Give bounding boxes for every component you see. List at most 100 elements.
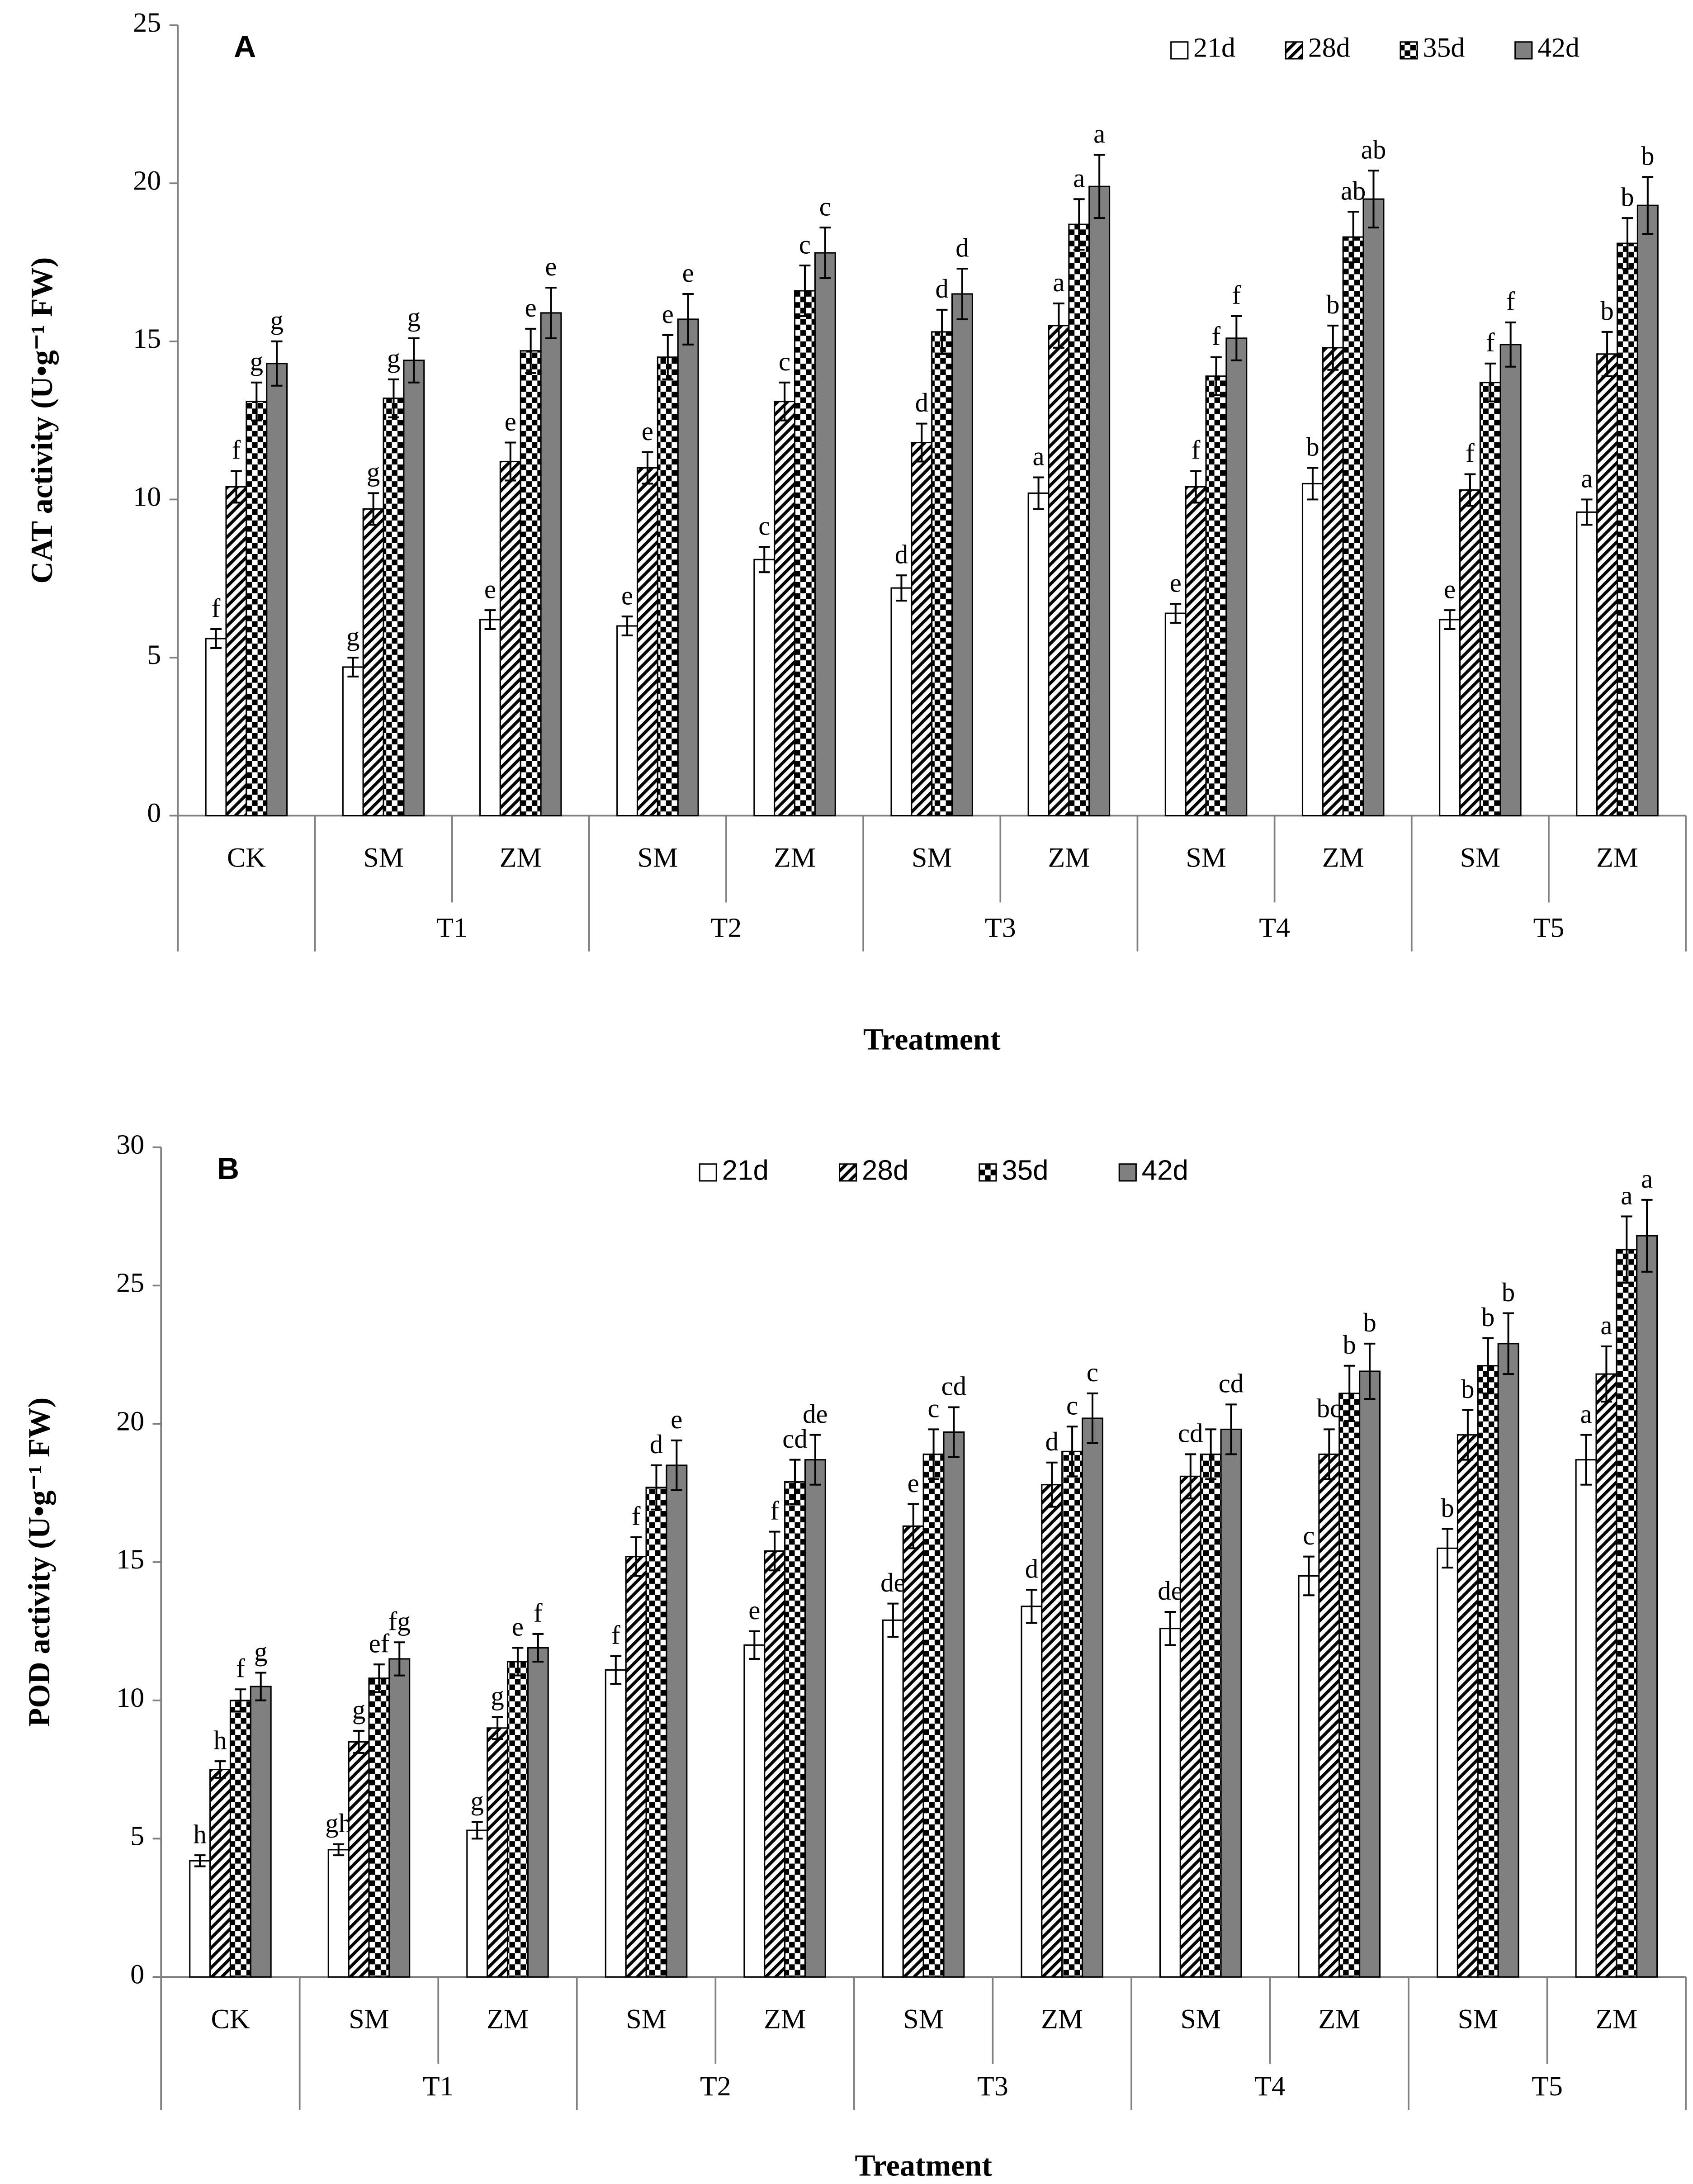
y-axis-title: POD activity (U•g⁻¹ FW)	[22, 1398, 56, 1727]
x-tick-label: SM	[638, 843, 678, 873]
significance-letter: b	[1306, 432, 1319, 462]
panel-label: A	[234, 29, 256, 64]
legend-label: 28d	[1308, 33, 1350, 63]
panel-label: B	[217, 1151, 239, 1186]
error-bar	[374, 1663, 385, 1693]
bar	[1179, 1475, 1201, 1978]
group-label: T5	[1532, 2071, 1563, 2102]
error-bar	[1190, 470, 1201, 504]
error-bar	[887, 1602, 899, 1638]
x-tick-label: SM	[349, 2004, 389, 2034]
significance-letter: b	[1441, 1493, 1454, 1523]
bar	[1088, 185, 1111, 817]
error-bar	[916, 422, 927, 463]
error-bar	[545, 286, 557, 339]
error-bar	[610, 1655, 622, 1685]
bar	[657, 356, 679, 817]
error-bar	[809, 1434, 821, 1486]
error-bar	[956, 268, 968, 320]
significance-letter: a	[1033, 442, 1045, 471]
error-bar	[525, 327, 537, 374]
group-label: T5	[1533, 912, 1565, 943]
bar	[666, 1464, 688, 1978]
y-tick-label: 15	[133, 323, 161, 354]
significance-letter: e	[545, 252, 557, 281]
x-tick-label: ZM	[500, 843, 542, 873]
error-bar	[1641, 1199, 1653, 1273]
bar	[229, 1700, 251, 1978]
bar	[1220, 1428, 1242, 1978]
significance-letter: d	[1045, 1427, 1059, 1456]
significance-letter: e	[908, 1469, 919, 1498]
error-bar	[642, 451, 653, 485]
significance-letter: cd	[1178, 1419, 1203, 1448]
error-bar	[1303, 1555, 1315, 1597]
error-bar	[210, 628, 222, 649]
bar	[487, 1727, 509, 1978]
significance-letter: ab	[1361, 135, 1386, 165]
error-bar	[1046, 1461, 1058, 1508]
significance-letter: gh	[325, 1809, 352, 1838]
significance-letter: d	[955, 233, 969, 262]
significance-letter: e	[505, 407, 516, 436]
significance-letter: a	[1581, 464, 1593, 493]
error-bar	[1343, 1364, 1355, 1422]
bar	[1616, 1249, 1638, 1978]
significance-letter: e	[621, 581, 633, 610]
significance-letter: a	[1073, 163, 1085, 193]
bar	[1596, 353, 1618, 817]
x-tick-label: ZM	[764, 2004, 806, 2034]
significance-letter: e	[662, 299, 674, 329]
significance-letter: f	[1232, 280, 1241, 310]
bar	[951, 293, 973, 817]
y-tick-label: 0	[130, 1959, 144, 1990]
error-bar	[948, 1406, 960, 1458]
bar	[342, 666, 364, 817]
significance-letter: b	[1326, 290, 1339, 319]
bar	[1439, 619, 1461, 817]
error-bar	[630, 1536, 642, 1577]
bar	[1298, 1575, 1320, 1978]
bar	[931, 331, 953, 817]
bar	[266, 363, 288, 817]
significance-letter: d	[650, 1430, 663, 1459]
y-tick-label: 5	[147, 640, 161, 670]
bar	[902, 1525, 924, 1978]
x-tick-label: CK	[227, 843, 266, 873]
significance-letter: b	[1502, 1278, 1515, 1307]
error-bar	[235, 1688, 246, 1713]
bar	[403, 360, 425, 817]
bar	[1205, 375, 1227, 817]
x-tick-label: ZM	[1041, 2004, 1083, 2034]
x-tick-label: SM	[363, 843, 403, 873]
bar	[1595, 1373, 1617, 1978]
y-tick-label: 0	[147, 798, 161, 829]
error-bar	[1442, 1528, 1453, 1569]
bar	[636, 467, 658, 817]
y-tick-label: 20	[133, 165, 161, 196]
significance-letter: de	[803, 1399, 828, 1429]
error-bar	[1581, 498, 1593, 526]
significance-letter: a	[1093, 119, 1105, 149]
significance-letter: d	[895, 540, 908, 569]
error-bar	[1026, 1589, 1037, 1624]
error-bar	[1505, 321, 1517, 368]
significance-letter: g	[471, 1786, 484, 1816]
error-bar	[1205, 1428, 1217, 1480]
significance-letter: b	[1600, 296, 1613, 326]
significance-letter: c	[1087, 1358, 1098, 1387]
group-label: T4	[1254, 2071, 1286, 2102]
error-bar	[1444, 609, 1456, 630]
error-bar	[1601, 1345, 1612, 1403]
bar	[1499, 344, 1522, 817]
significance-letter: e	[512, 1612, 524, 1642]
error-bar	[1601, 331, 1613, 377]
error-bar	[1323, 1428, 1335, 1480]
x-tick-label: SM	[1186, 843, 1226, 873]
error-bar	[194, 1854, 206, 1867]
error-bar	[1066, 1426, 1078, 1478]
error-bar	[214, 1760, 226, 1779]
bar	[1362, 198, 1385, 817]
legend-swatch	[1285, 41, 1304, 60]
x-tick-label: SM	[626, 2004, 666, 2034]
